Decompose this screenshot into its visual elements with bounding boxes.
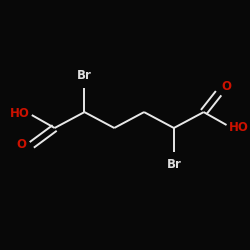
Text: Br: Br xyxy=(77,69,92,82)
Text: Br: Br xyxy=(166,158,181,171)
Text: HO: HO xyxy=(10,106,30,120)
Text: HO: HO xyxy=(228,122,248,134)
Text: O: O xyxy=(17,138,27,151)
Text: O: O xyxy=(222,80,232,93)
